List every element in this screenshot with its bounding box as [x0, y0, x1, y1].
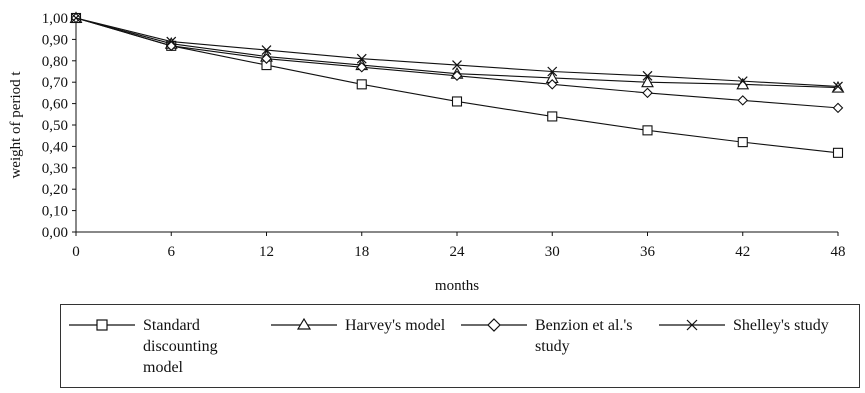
y-tick-label: 0,10 — [42, 204, 68, 220]
x-point — [356, 53, 367, 64]
x-tick-label: 18 — [354, 244, 369, 260]
diamond-point — [642, 87, 653, 99]
series-line — [75, 17, 839, 154]
legend-item-standard: Standard discounting model — [69, 315, 253, 378]
legend-item-benzion: Benzion et al.'s study — [461, 315, 655, 357]
y-tick-label: 0,80 — [42, 54, 68, 70]
legend-item-harvey: Harvey's model — [271, 315, 455, 336]
diamond-point — [546, 79, 558, 90]
x-tick-label: 6 — [168, 244, 176, 260]
legend-label-harvey: Harvey's model — [345, 317, 446, 334]
x-tick-label: 30 — [545, 244, 560, 260]
square-point — [642, 125, 653, 136]
x-point — [547, 66, 558, 77]
diamond-point — [832, 102, 844, 114]
square-point — [547, 111, 558, 122]
x-point — [642, 70, 653, 81]
x-point — [166, 36, 177, 47]
x-tick-label: 42 — [735, 244, 750, 260]
x-axis-title: months — [435, 278, 479, 294]
legend-triangle-marker-icon — [271, 317, 337, 330]
legend-label-standard: Standard discounting model — [143, 317, 218, 376]
y-tick-label: 0,50 — [42, 118, 68, 134]
series-layer — [69, 11, 845, 158]
x-point — [452, 60, 462, 71]
x-tick-label: 24 — [450, 244, 466, 260]
x-point — [737, 76, 748, 87]
y-tick-label: 0,60 — [42, 97, 68, 113]
legend-x-marker-icon — [659, 319, 725, 331]
x-tick-label: 48 — [831, 244, 846, 260]
series-x — [71, 13, 843, 92]
legend-item-shelley: Shelley's study — [659, 315, 863, 336]
legend-diamond-marker-icon — [461, 318, 527, 332]
legend-label-shelley: Shelley's study — [733, 317, 829, 334]
square-point — [451, 96, 463, 107]
legend-square-marker-icon — [69, 319, 135, 331]
y-tick-label: 0,20 — [42, 182, 68, 198]
series-line — [75, 17, 839, 109]
diamond-point — [451, 70, 463, 82]
square-point — [737, 137, 748, 148]
x-tick-label: 0 — [72, 244, 80, 260]
y-axis-title: weight of period t — [8, 71, 24, 179]
x-point — [261, 45, 272, 56]
axes: 0,00 0,10 0,20 0,30 0,40 0,50 0,60 0,70 0,80 0,90… — [42, 11, 846, 260]
x-tick-label: 12 — [259, 244, 274, 260]
legend: Standard discounting model Harvey's mode… — [60, 304, 860, 388]
x-point — [71, 13, 81, 23]
y-tick-label: 0,90 — [42, 32, 68, 48]
diamond-point — [261, 53, 272, 64]
x-tick-label: 36 — [640, 244, 656, 260]
square-point — [832, 147, 844, 158]
x-point — [833, 81, 843, 92]
triangle-point — [641, 75, 654, 88]
square-point — [356, 79, 367, 90]
y-tick-label: 0,70 — [42, 75, 68, 91]
diamond-point — [356, 61, 368, 73]
series-square — [70, 12, 844, 158]
legend-label-benzion: Benzion et al.'s study — [535, 317, 633, 355]
y-tick-label: 1,00 — [42, 11, 68, 27]
line-chart: 0,00 0,10 0,20 0,30 0,40 0,50 0,60 0,70 0,80 0,90… — [8, 11, 846, 294]
diamond-point — [737, 95, 749, 106]
y-tick-label: 0,30 — [42, 161, 68, 177]
y-tick-label: 0,40 — [42, 139, 68, 155]
y-tick-label: 0,00 — [42, 225, 68, 241]
